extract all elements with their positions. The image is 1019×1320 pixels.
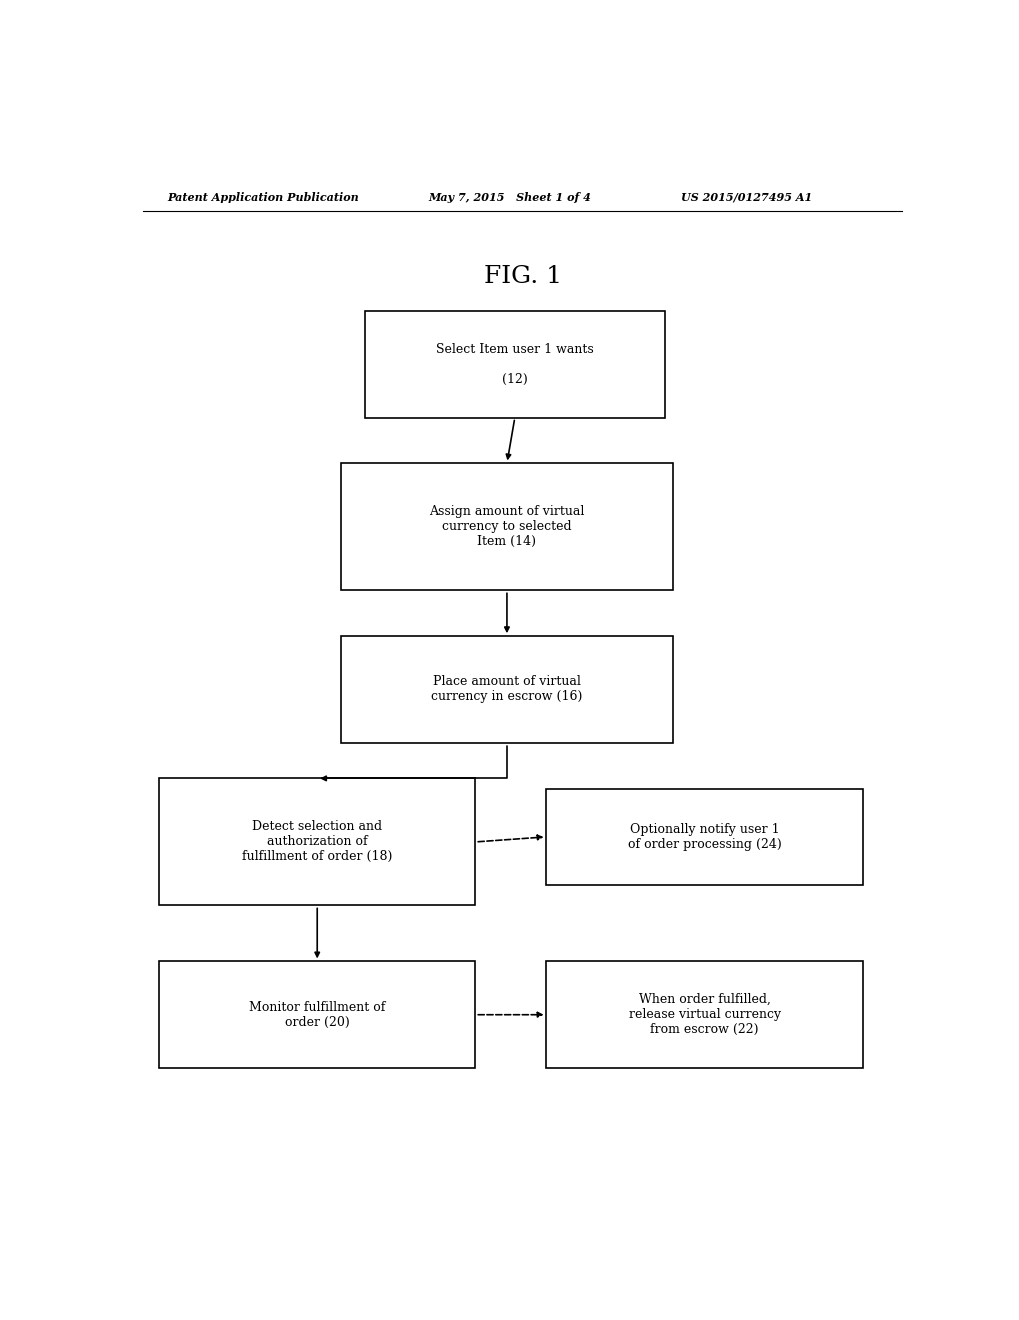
Bar: [340, 463, 673, 590]
Text: Monitor fulfillment of
order (20): Monitor fulfillment of order (20): [249, 1001, 385, 1028]
FancyArrowPatch shape: [504, 593, 508, 631]
Text: When order fulfilled,
release virtual currency
from escrow (22): When order fulfilled, release virtual cu…: [628, 993, 780, 1036]
Text: US 2015/0127495 A1: US 2015/0127495 A1: [681, 191, 811, 203]
FancyArrowPatch shape: [505, 420, 514, 459]
Bar: [159, 961, 475, 1068]
Text: Optionally notify user 1
of order processing (24): Optionally notify user 1 of order proces…: [627, 822, 781, 851]
Bar: [546, 961, 862, 1068]
Text: Assign amount of virtual
currency to selected
Item (14): Assign amount of virtual currency to sel…: [429, 506, 584, 548]
Text: FIG. 1: FIG. 1: [483, 265, 561, 288]
Bar: [365, 312, 664, 417]
Bar: [340, 636, 673, 743]
Text: May 7, 2015   Sheet 1 of 4: May 7, 2015 Sheet 1 of 4: [428, 191, 590, 203]
Text: Detect selection and
authorization of
fulfillment of order (18): Detect selection and authorization of fu…: [242, 821, 392, 863]
FancyArrowPatch shape: [478, 1012, 541, 1016]
FancyArrowPatch shape: [478, 836, 541, 842]
Bar: [159, 779, 475, 906]
Bar: [546, 788, 862, 886]
Text: Place amount of virtual
currency in escrow (16): Place amount of virtual currency in escr…: [431, 676, 582, 704]
Text: Select Item user 1 wants

(12): Select Item user 1 wants (12): [435, 343, 593, 385]
FancyArrowPatch shape: [315, 908, 319, 957]
Text: Patent Application Publication: Patent Application Publication: [167, 191, 359, 203]
